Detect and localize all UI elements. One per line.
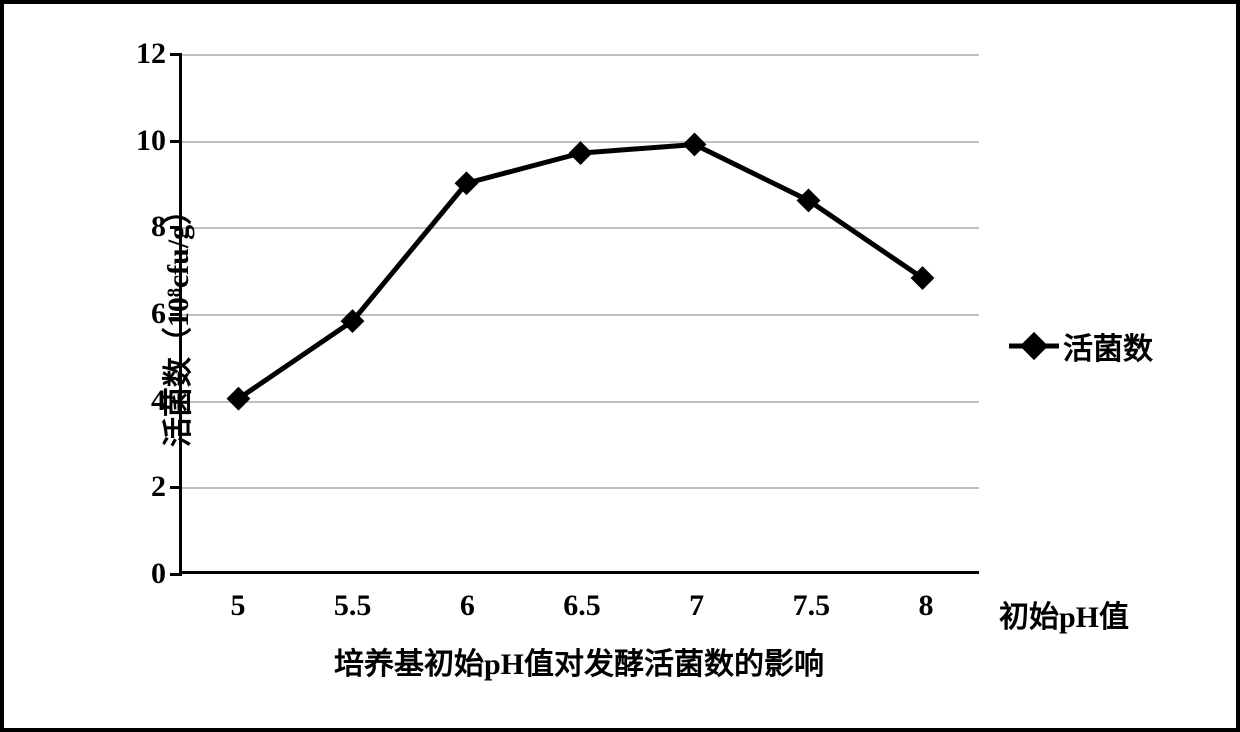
chart-frame: 02468101255.566.577.58 活菌数（10⁸cfu/g） 培养基… <box>0 0 1240 732</box>
x-tick-label: 8 <box>919 589 934 623</box>
diamond-marker-icon <box>1020 332 1048 360</box>
y-tick <box>170 53 182 56</box>
x-tick-label: 6.5 <box>563 589 601 623</box>
y-tick <box>170 140 182 143</box>
plot-area: 02468101255.566.577.58 <box>179 54 979 574</box>
x-tick-label: 7 <box>689 589 704 623</box>
series-line <box>238 144 922 398</box>
y-tick-label: 2 <box>151 470 166 504</box>
legend-label: 活菌数 <box>1063 324 1153 368</box>
chart-inner: 02468101255.566.577.58 活菌数（10⁸cfu/g） 培养基… <box>24 24 1216 708</box>
x-axis-label: 培养基初始pH值对发酵活菌数的影响 <box>179 639 979 683</box>
diamond-marker-icon <box>569 141 593 165</box>
y-tick <box>170 486 182 489</box>
legend: 活菌数 <box>1009 324 1153 368</box>
y-tick-label: 12 <box>136 37 166 71</box>
y-axis-label: 活菌数（10⁸cfu/g） <box>153 195 197 447</box>
x-axis-secondary-label: 初始pH值 <box>999 592 1129 636</box>
x-tick-label: 7.5 <box>793 589 831 623</box>
y-tick-label: 10 <box>136 124 166 158</box>
x-tick-label: 6 <box>460 589 475 623</box>
y-tick <box>170 573 182 576</box>
x-tick-label: 5.5 <box>334 589 372 623</box>
x-tick-label: 5 <box>231 589 246 623</box>
line-layer <box>182 54 979 571</box>
y-tick-label: 0 <box>151 557 166 591</box>
diamond-marker-icon <box>683 133 707 157</box>
